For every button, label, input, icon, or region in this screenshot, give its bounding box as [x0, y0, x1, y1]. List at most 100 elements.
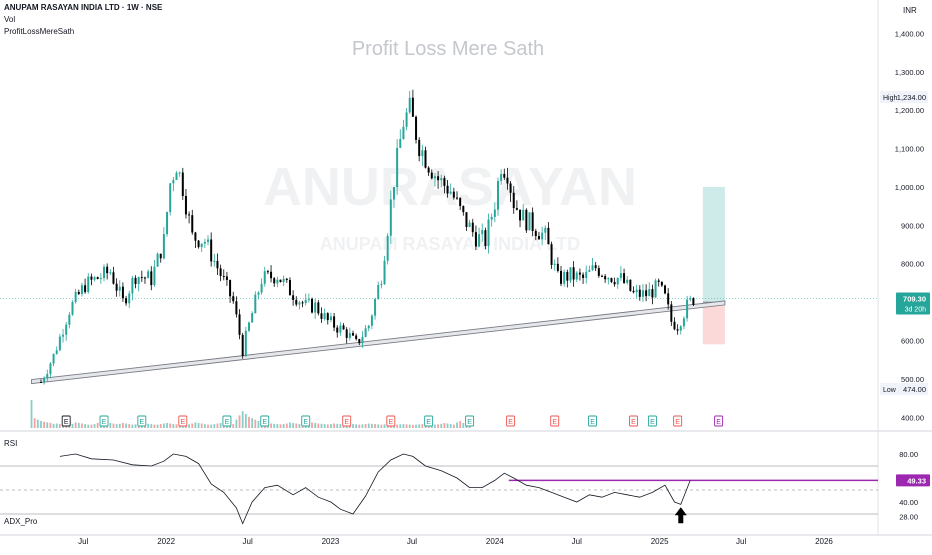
- candle-body: [591, 265, 594, 271]
- volume-bar: [166, 422, 168, 428]
- volume-bar: [434, 424, 436, 428]
- volume-bar: [374, 424, 376, 428]
- earnings-marker: E: [465, 415, 475, 427]
- volume-legend[interactable]: Vol: [4, 15, 16, 24]
- candle-body: [307, 298, 310, 300]
- candle-body: [623, 273, 626, 283]
- candle-body: [585, 271, 588, 279]
- grid: [0, 0, 932, 536]
- volume-bar: [402, 424, 405, 428]
- candle-body: [651, 289, 654, 298]
- volume-series: [30, 400, 471, 428]
- candle-body: [402, 126, 405, 140]
- candle-body: [342, 325, 345, 330]
- volume-bar: [30, 400, 33, 428]
- candle-body: [654, 280, 657, 298]
- candle-body: [462, 206, 465, 213]
- candle-body: [74, 291, 77, 303]
- time-tick-label: Jul: [243, 537, 253, 546]
- rsi-line: [59, 453, 691, 525]
- indicator-legend[interactable]: ProfitLossMereSath: [4, 27, 75, 36]
- volume-bar: [339, 424, 342, 428]
- candle-body: [610, 278, 613, 282]
- candle-body: [692, 298, 695, 305]
- candle-body: [159, 253, 162, 259]
- candle-body: [638, 289, 641, 297]
- earnings-marker-label: E: [303, 419, 308, 426]
- candle-body: [468, 222, 471, 227]
- volume-bar: [58, 424, 61, 428]
- volume-bar: [330, 424, 332, 428]
- rsi-legend[interactable]: RSI: [4, 439, 18, 448]
- earnings-marker-box: [506, 415, 516, 427]
- candle-body: [62, 334, 65, 337]
- candle-body: [273, 278, 276, 284]
- watermark-company: ANUPAM RASAYAN INDIA LTD: [320, 234, 580, 254]
- last-price-badge: [896, 292, 930, 315]
- candle-body: [213, 260, 216, 262]
- trendline[interactable]: [31, 300, 726, 385]
- candle-body: [478, 234, 481, 247]
- candle-body: [203, 241, 206, 244]
- candle-body: [232, 296, 235, 302]
- candle-body: [112, 272, 115, 284]
- earnings-marker: E: [714, 415, 724, 427]
- volume-bar: [40, 421, 42, 428]
- candle-body: [399, 139, 402, 148]
- candle-body: [266, 271, 269, 273]
- earnings-marker-box: [424, 415, 434, 427]
- candle-body: [515, 208, 518, 210]
- candle-body: [471, 222, 474, 233]
- volume-bar: [380, 424, 383, 428]
- volume-bar: [317, 423, 320, 428]
- candle-body: [673, 321, 676, 330]
- volume-bar: [90, 424, 93, 428]
- candle-body: [645, 290, 648, 297]
- long-position-tool[interactable]: [702, 186, 725, 345]
- candle-body: [219, 268, 222, 276]
- candle-body: [500, 173, 503, 182]
- volume-bar: [336, 423, 339, 428]
- volume-bar: [358, 424, 361, 428]
- volume-bar: [49, 422, 52, 428]
- volume-bar: [203, 424, 206, 428]
- volume-bar: [112, 423, 115, 428]
- volume-bar: [197, 422, 200, 428]
- adx-legend[interactable]: ADX_Pro: [4, 517, 38, 526]
- volume-bar: [71, 423, 74, 428]
- rsi-value-label: 49.33: [907, 476, 926, 485]
- volume-bar: [352, 424, 354, 428]
- time-tick-label: 2024: [486, 537, 504, 546]
- time-tick-label: 2023: [322, 537, 340, 546]
- price-tick-label: 1,200.00: [895, 106, 924, 115]
- volume-bar: [232, 424, 235, 428]
- candle-body: [474, 232, 477, 247]
- candle-body: [374, 299, 377, 316]
- volume-bar: [314, 422, 317, 428]
- candle-body: [367, 325, 370, 329]
- candle-body: [689, 298, 692, 300]
- candle-body: [430, 172, 433, 179]
- earnings-marker-label: E: [552, 419, 557, 426]
- candle-body: [600, 275, 603, 277]
- candle-body: [184, 195, 187, 215]
- candle-body: [288, 279, 291, 296]
- arrow-up-icon: [674, 507, 687, 524]
- volume-bar: [248, 416, 250, 428]
- candle-body: [575, 272, 578, 280]
- candle-body: [345, 329, 348, 338]
- last-price-countdown: 3d 20h: [905, 307, 927, 314]
- candle-body: [292, 295, 295, 300]
- symbol-title[interactable]: ANUPAM RASAYAN INDIA LTD · 1W · NSE: [4, 3, 163, 12]
- candle-body: [140, 277, 143, 279]
- candle-body: [424, 150, 427, 168]
- volume-bar: [449, 424, 452, 428]
- candle-body: [604, 276, 607, 280]
- candle-body: [670, 304, 673, 322]
- candle-body: [525, 209, 528, 231]
- volume-bar: [411, 424, 414, 428]
- candle-body: [238, 314, 241, 335]
- earnings-marker-label: E: [225, 419, 230, 426]
